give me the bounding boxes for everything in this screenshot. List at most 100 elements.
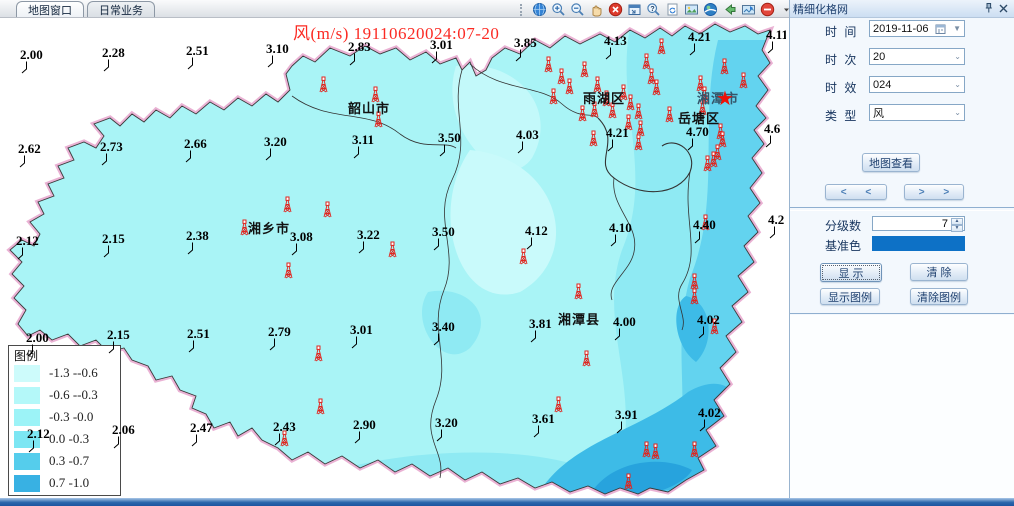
pin-icon[interactable] xyxy=(981,1,996,16)
tower-icon xyxy=(625,94,636,111)
map-toolbar: ? xyxy=(520,1,795,18)
tower-icon xyxy=(646,68,657,85)
prev-button[interactable]: < < xyxy=(825,184,887,200)
tower-icon xyxy=(589,101,600,118)
tower-icon xyxy=(553,396,564,413)
tower-icon xyxy=(564,78,575,95)
station-value: 2.06 xyxy=(112,423,135,449)
remove-layer-icon[interactable] xyxy=(759,2,776,18)
legend-range-label: 0.3 -0.7 xyxy=(49,453,90,468)
zoom-out-icon[interactable] xyxy=(569,2,586,18)
chevron-down-icon[interactable]: ⌄ xyxy=(954,80,961,89)
close-icon[interactable] xyxy=(996,1,1011,16)
fine-grid-panel: 精细化格网 时 间 2019-11-06 ▼ 时 次 20 ⌄ 时 效 024 … xyxy=(789,0,1014,498)
legend-swatch xyxy=(14,408,40,426)
back-arrow-icon[interactable] xyxy=(721,2,738,18)
map-view-button[interactable]: 地图查看 xyxy=(862,153,920,172)
station-value: 4.03 xyxy=(516,128,539,154)
station-value: 4.6 xyxy=(764,122,780,148)
legend-swatch xyxy=(14,386,40,404)
type-select[interactable]: 风 ⌄ xyxy=(869,104,965,121)
tower-icon xyxy=(708,151,719,168)
district-label: 湘乡市 xyxy=(248,221,291,236)
tab-日常业务[interactable]: 日常业务 xyxy=(87,1,155,17)
legend-range-label: -0.6 --0.3 xyxy=(49,387,98,402)
show-button[interactable]: 显 示 xyxy=(820,263,882,282)
stop-icon[interactable] xyxy=(607,2,624,18)
world-layers-icon[interactable] xyxy=(702,2,719,18)
base-color-swatch[interactable] xyxy=(872,236,965,251)
station-value: 2.12 xyxy=(16,234,39,260)
station-value: 4.21 xyxy=(606,126,629,152)
chevron-down-icon[interactable]: ⌄ xyxy=(954,108,961,117)
legend-range-label: 0.7 -1.0 xyxy=(49,475,90,490)
grade-count-label: 分级数 xyxy=(825,219,862,233)
station-value: 3.85 xyxy=(514,36,537,62)
zoom-window-icon[interactable] xyxy=(626,2,643,18)
station-value: 2.15 xyxy=(107,328,130,354)
zoom-in-icon[interactable] xyxy=(550,2,567,18)
grade-count-stepper[interactable]: 7 ▲ ▼ xyxy=(872,216,965,232)
tower-icon xyxy=(702,155,713,172)
run-time-value: 20 xyxy=(873,50,886,63)
tower-icon xyxy=(695,75,706,92)
tower-icon xyxy=(283,262,294,279)
tower-icon xyxy=(717,131,728,148)
tower-icon xyxy=(370,86,381,103)
date-caret-icon[interactable]: ▼ xyxy=(953,24,961,33)
district-boundaries xyxy=(291,63,693,479)
station-value: 4.10 xyxy=(609,221,632,247)
calendar-icon[interactable] xyxy=(935,23,947,35)
tower-icon xyxy=(689,441,700,458)
station-value: 2.83 xyxy=(348,40,371,66)
dropdown-caret-icon[interactable] xyxy=(778,2,795,18)
tower-icon xyxy=(518,248,529,265)
tower-icon xyxy=(556,68,567,85)
grade-count-value: 7 xyxy=(941,217,948,230)
station-value: 2.62 xyxy=(18,142,41,168)
next-button[interactable]: > > xyxy=(904,184,964,200)
tower-icon xyxy=(623,114,634,131)
tower-icon xyxy=(581,350,592,367)
stepper-down-button[interactable]: ▼ xyxy=(951,225,963,232)
image-icon[interactable] xyxy=(683,2,700,18)
station-value: 2.43 xyxy=(273,420,296,446)
station-value: 3.40 xyxy=(432,320,455,346)
globe-icon[interactable] xyxy=(531,2,548,18)
station-value: 4.02 xyxy=(698,406,721,432)
tower-icon xyxy=(577,105,588,122)
station-value: 4.13 xyxy=(604,34,627,60)
map-canvas[interactable] xyxy=(0,18,786,498)
tower-icon xyxy=(633,134,644,151)
map-viewport[interactable]: 风(m/s) 19110620024:07-20 2.00 2.28 2.51 3.1… xyxy=(0,18,786,498)
identify-icon[interactable]: ? xyxy=(645,2,662,18)
toolbar-grip[interactable] xyxy=(520,3,525,16)
lead-time-select[interactable]: 024 ⌄ xyxy=(869,76,965,93)
legend-row: -0.6 --0.3 xyxy=(14,384,120,406)
pan-icon[interactable] xyxy=(588,2,605,18)
legend-swatch xyxy=(14,364,40,382)
tab-bar: 地图窗口 日常业务 xyxy=(0,0,789,18)
station-value: 4.21 xyxy=(688,30,711,56)
tab-地图窗口[interactable]: 地图窗口 xyxy=(16,1,84,17)
clear-button[interactable]: 清 除 xyxy=(910,263,968,281)
legend-range-label: 0.0 -0.3 xyxy=(49,431,90,446)
station-value: 3.20 xyxy=(435,416,458,442)
stepper-up-button[interactable]: ▲ xyxy=(951,218,963,225)
clear-legend-button[interactable]: 清除图例 xyxy=(910,288,968,305)
lead-time-label: 时 效 xyxy=(825,81,859,95)
tower-icon xyxy=(318,76,329,93)
type-label: 类 型 xyxy=(825,109,859,123)
panel-header: 精细化格网 xyxy=(790,0,1014,18)
station-value: 2.00 xyxy=(26,331,49,357)
chevron-down-icon[interactable]: ⌄ xyxy=(954,52,961,61)
map-export-icon[interactable] xyxy=(740,2,757,18)
run-time-select[interactable]: 20 ⌄ xyxy=(869,48,965,65)
date-picker[interactable]: 2019-11-06 ▼ xyxy=(869,20,965,37)
tower-icon xyxy=(239,219,250,236)
show-legend-button[interactable]: 显示图例 xyxy=(820,288,880,305)
refresh-icon[interactable] xyxy=(664,2,681,18)
station-value: 4.02 xyxy=(697,313,720,339)
station-value: 2.47 xyxy=(190,421,213,447)
station-value: 3.81 xyxy=(529,317,552,343)
